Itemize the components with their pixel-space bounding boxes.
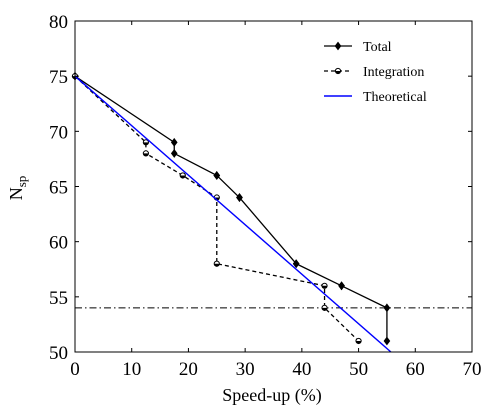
data-point-total	[338, 281, 345, 291]
legend-label-theoretical: Theoretical	[363, 90, 427, 105]
x-axis-title: Speed-up (%)	[222, 385, 321, 406]
plot-area	[75, 21, 472, 352]
data-point-total	[170, 148, 178, 158]
data-point-integration-fill	[321, 285, 328, 289]
x-tick-label: 10	[122, 359, 141, 380]
x-tick-labels: 0 10 20 30 40 50 60 70	[70, 359, 481, 380]
data-point-total	[383, 336, 391, 346]
legend-marker-integration	[334, 67, 342, 75]
legend-marker-total	[334, 41, 342, 51]
y-tick-label: 55	[49, 288, 68, 309]
series-line-theoretical	[74, 75, 392, 353]
x-tick-label: 40	[292, 359, 311, 380]
y-axis-title-sub: sp	[14, 176, 29, 188]
data-point-integration	[355, 337, 362, 345]
y-tick-label: 65	[49, 178, 68, 199]
data-point-integration	[321, 282, 328, 289]
y-tick-label: 80	[49, 12, 68, 33]
y-tick-label: 75	[49, 67, 68, 88]
data-point-integration	[142, 139, 149, 146]
legend-item-integration: Integration	[324, 65, 424, 80]
data-point-integration	[142, 150, 149, 157]
data-point-integration	[179, 172, 186, 179]
data-point-total	[170, 137, 178, 147]
data-point-integration	[213, 260, 220, 267]
y-tick-label: 60	[49, 233, 68, 254]
data-point-total	[213, 171, 221, 180]
x-tick-label: 70	[463, 359, 482, 380]
data-point-total	[236, 193, 243, 202]
x-tick-label: 50	[349, 359, 368, 380]
x-tick-label: 60	[406, 359, 425, 380]
x-tick-label: 0	[70, 359, 80, 380]
x-tick-label: 30	[236, 359, 255, 380]
legend-item-total: Total	[324, 40, 392, 55]
data-point-integration-fill	[321, 307, 328, 311]
legend-label-total: Total	[363, 40, 392, 55]
data-point-integration-fill	[180, 175, 186, 179]
data-point-integration-fill	[214, 263, 220, 267]
data-point-total	[383, 303, 391, 313]
legend-marker-integration-fill	[335, 71, 341, 74]
y-tick-label: 50	[49, 343, 68, 364]
data-point-integration	[321, 304, 328, 311]
data-point-integration-fill	[143, 153, 149, 156]
plot-background	[75, 21, 472, 352]
series-layer	[71, 71, 392, 353]
data-point-integration-fill	[355, 340, 362, 344]
data-point-total	[292, 259, 300, 269]
x-tick-label: 20	[179, 359, 198, 380]
legend-label-integration: Integration	[363, 65, 424, 80]
legend-item-theoretical: Theoretical	[324, 90, 427, 105]
y-axis-title-main: N	[6, 187, 26, 200]
y-axis-title: Nsp	[6, 176, 29, 201]
legend: Total Integration Theoretical	[324, 40, 427, 105]
y-tick-label: 70	[49, 122, 68, 143]
axes	[74, 20, 473, 353]
y-tick-labels: 50 55 60 65 70 75 80	[49, 12, 68, 364]
data-point-integration-fill	[143, 142, 149, 145]
